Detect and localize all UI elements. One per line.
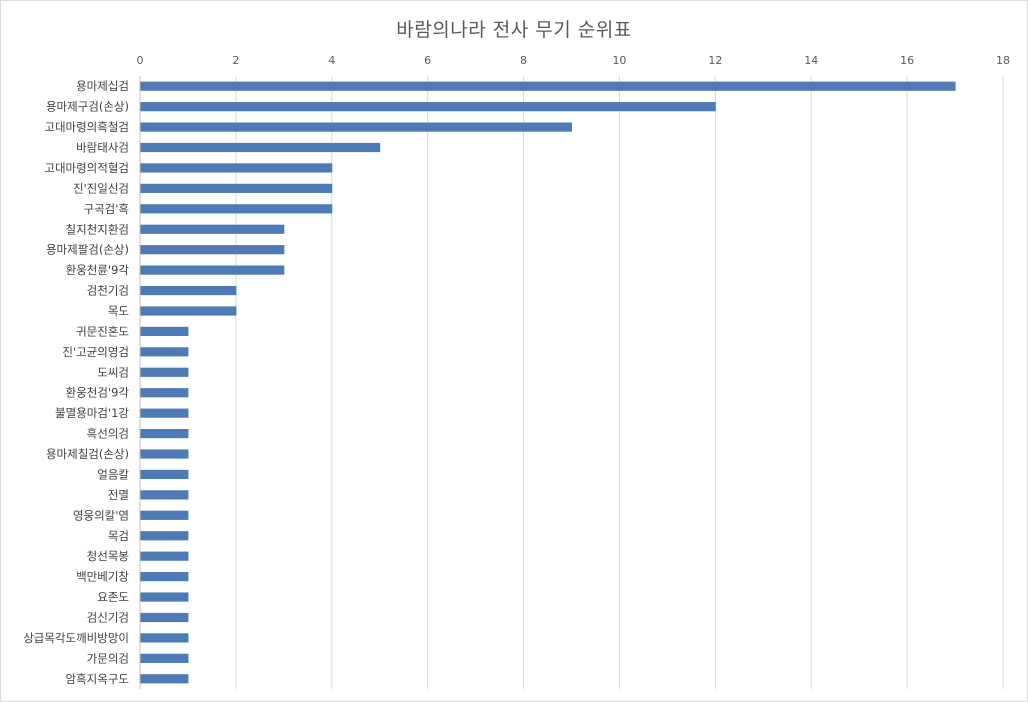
- chart-title: 바람의나라 전사 무기 순위표: [396, 19, 632, 41]
- bar: [140, 388, 189, 398]
- bar: [140, 306, 237, 316]
- category-label: 귀문진혼도: [76, 324, 129, 338]
- x-tick-label: 10: [612, 54, 626, 67]
- category-label: 암흑지옥구도: [66, 672, 129, 686]
- bar: [140, 469, 189, 480]
- bar: [140, 224, 285, 234]
- category-label: 얼음칼: [97, 467, 129, 481]
- x-tick-label: 0: [137, 54, 144, 67]
- bar: [140, 612, 189, 623]
- category-label: 진'진일신검: [73, 181, 129, 195]
- category-label: 가문의검: [87, 651, 129, 665]
- x-tick-label: 12: [708, 54, 722, 67]
- bar: [140, 102, 716, 112]
- bar: [140, 204, 333, 214]
- bar: [140, 653, 189, 663]
- category-label: 용마제팔검(손상): [46, 243, 129, 257]
- category-label: 용마제칠검(손상): [46, 447, 129, 461]
- bar: [140, 285, 237, 296]
- bar: [140, 183, 333, 193]
- category-label: 전멸: [108, 488, 129, 502]
- bar: [140, 347, 189, 357]
- bar: [140, 245, 285, 255]
- bar: [140, 265, 285, 275]
- category-label: 도씨검: [97, 365, 129, 379]
- bar: [140, 510, 189, 520]
- bar: [140, 163, 333, 173]
- category-label: 흑선의검: [87, 427, 129, 441]
- bar: [140, 572, 189, 582]
- x-tick-label: 2: [232, 54, 239, 67]
- x-tick-label: 4: [328, 54, 335, 67]
- category-label: 환웅천륜'9각: [66, 263, 130, 277]
- category-label: 목검: [108, 529, 129, 543]
- bar: [140, 490, 189, 500]
- bar: [140, 122, 572, 132]
- category-label: 구곡검'흑: [84, 202, 129, 216]
- category-label: 고대마령의흑철검: [44, 120, 129, 134]
- bar: [140, 81, 956, 91]
- category-label: 상급목각도깨비방망이: [23, 631, 129, 645]
- category-label: 바람태사검: [76, 141, 129, 155]
- x-tick-label: 18: [996, 54, 1010, 67]
- x-tick-label: 6: [424, 54, 431, 67]
- bar: [140, 428, 189, 439]
- category-label: 칠지천지환검: [66, 222, 129, 236]
- x-tick-label: 16: [900, 54, 914, 67]
- category-label: 불멸용마검'1강: [55, 406, 129, 420]
- category-label: 진'고균의영검: [62, 345, 129, 359]
- bar: [140, 531, 189, 541]
- bar: [140, 408, 189, 418]
- category-label: 환웅천검'9각: [66, 386, 130, 400]
- category-label: 고대마령의적혈검: [44, 161, 129, 175]
- category-label: 영웅의칼'염: [73, 508, 129, 522]
- category-label: 목도: [108, 304, 129, 318]
- category-label: 검신기검: [87, 610, 129, 624]
- category-label: 검천기검: [87, 284, 129, 298]
- x-tick-label: 14: [804, 54, 818, 67]
- bar: [140, 551, 189, 561]
- bar: [140, 367, 189, 377]
- bar: [140, 592, 189, 602]
- bar: [140, 326, 189, 337]
- category-label: 용마제구검(손상): [46, 100, 129, 114]
- bar: [140, 142, 381, 153]
- category-label: 백만베기창: [76, 570, 129, 584]
- bar: [140, 674, 189, 684]
- x-tick-label: 8: [520, 54, 527, 67]
- category-label: 청선목봉: [87, 549, 129, 563]
- bar: [140, 449, 189, 459]
- category-label: 요존도: [97, 590, 129, 604]
- category-label: 용마제십검: [76, 79, 129, 93]
- bar: [140, 633, 189, 643]
